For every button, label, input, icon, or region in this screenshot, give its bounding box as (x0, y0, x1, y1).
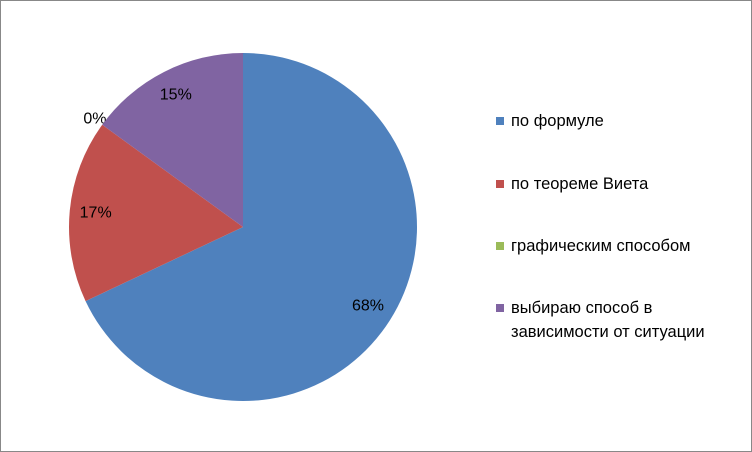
data-label: 17% (80, 204, 112, 221)
legend-swatch (496, 304, 504, 312)
legend-label: графическим способом (511, 237, 691, 255)
legend-item: графическим способом (496, 234, 746, 258)
legend-swatch (496, 180, 504, 188)
legend-label: по теореме Виета (511, 175, 649, 193)
pie-slice (102, 53, 243, 227)
data-label: 15% (160, 86, 192, 103)
data-label: 68% (352, 298, 384, 315)
pie-slice (85, 53, 417, 401)
legend-swatch (496, 242, 504, 250)
legend-label: выбираю способ в зависимости от ситуации (511, 299, 705, 341)
legend-swatch (496, 117, 504, 125)
legend-item: выбираю способ в зависимости от ситуации (496, 296, 746, 344)
legend-label: по формуле (511, 112, 604, 130)
legend-item: по формуле (496, 109, 746, 133)
pie-slice (68, 124, 243, 302)
data-label: 0% (83, 111, 106, 128)
legend-item: по теореме Виета (496, 172, 746, 196)
